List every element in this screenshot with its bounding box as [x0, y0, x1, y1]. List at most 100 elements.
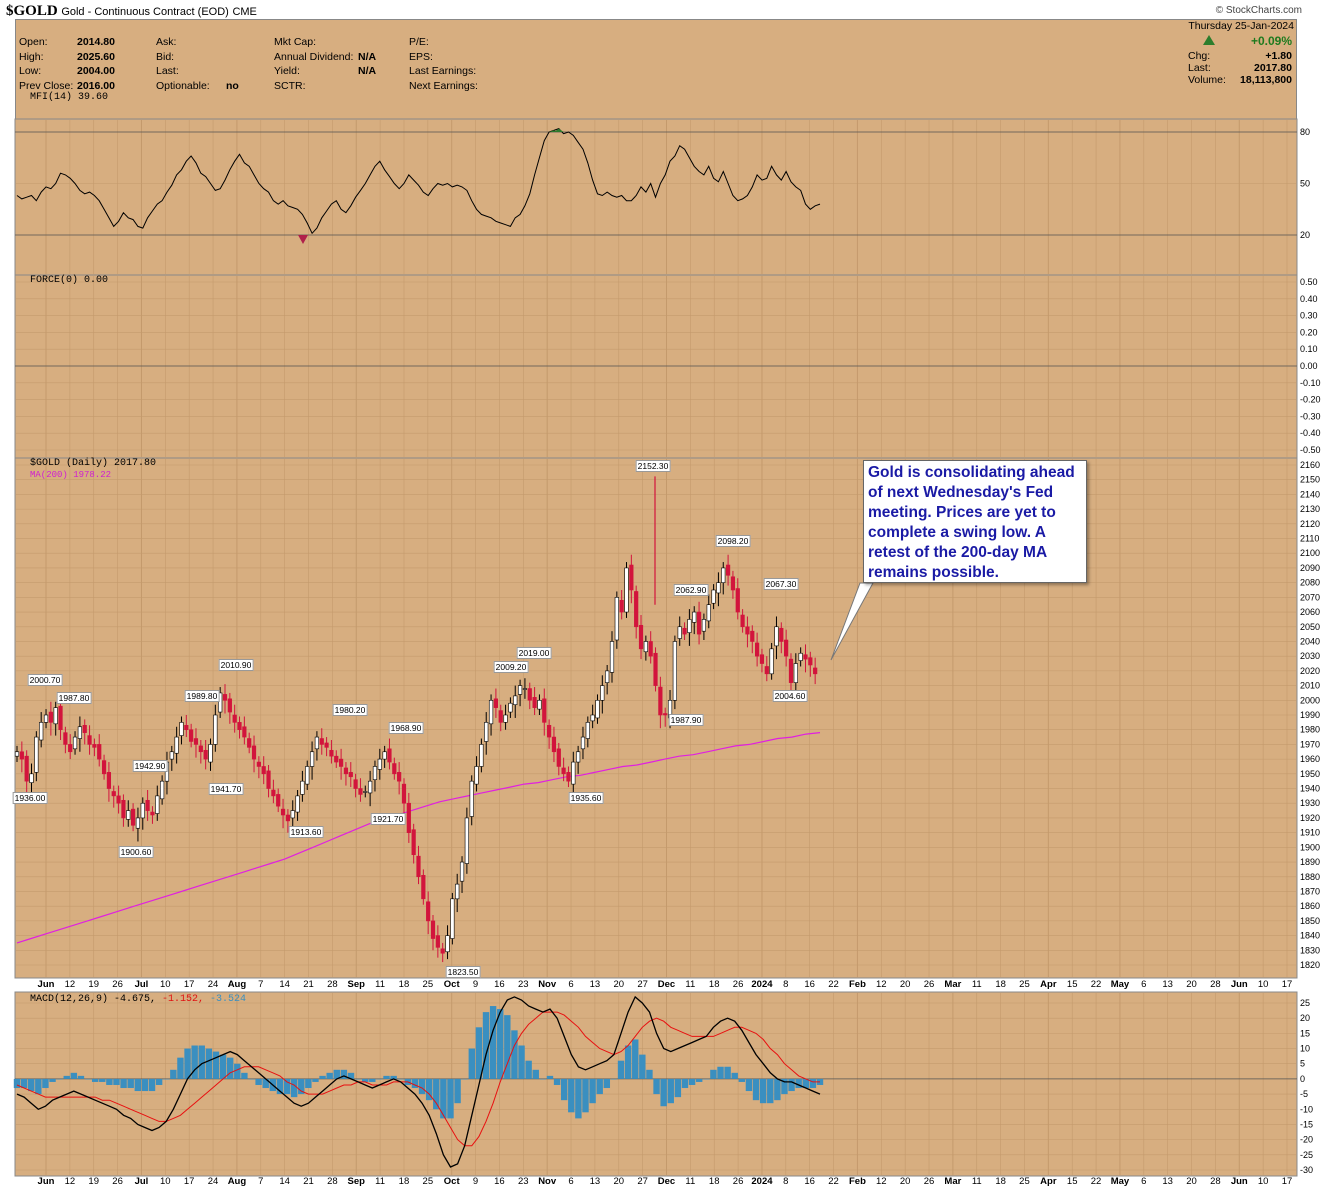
y-tick-label: 2010	[1300, 681, 1320, 691]
x-tick-label: 17	[183, 979, 195, 990]
candle-up	[793, 663, 798, 683]
x-tick-label: Apr	[1040, 1176, 1057, 1187]
macd-histogram-bar	[305, 1078, 312, 1089]
candle-up	[774, 626, 779, 647]
candle-up	[600, 685, 605, 701]
quote-label: EPS:	[409, 50, 433, 63]
macd-value-label: MACD(12,26,9) -4.675,	[30, 994, 157, 1005]
price-point-label: 2152.30	[635, 460, 671, 472]
pct-change: +0.09%	[1202, 34, 1292, 48]
macd-histogram-bar	[497, 1009, 504, 1079]
y-tick-label: 2120	[1300, 519, 1320, 529]
x-tick-label: 20	[1186, 979, 1197, 990]
macd-histogram-bar	[347, 1072, 355, 1079]
x-tick-label: 15	[1066, 1176, 1078, 1187]
x-tick-label: 18	[995, 979, 1006, 990]
candle-up	[721, 567, 726, 583]
x-tick-label: 16	[804, 979, 815, 990]
x-tick-label: 2024	[751, 1176, 773, 1187]
macd-histogram-bar	[155, 1078, 163, 1085]
y-tick-label: 2050	[1300, 622, 1320, 632]
candle-down	[82, 724, 87, 733]
y-tick-label: 1900	[1300, 842, 1320, 852]
x-tick-label: 20	[899, 979, 911, 990]
candle-down	[348, 772, 353, 778]
candle-down	[145, 799, 150, 811]
y-tick-label: -25	[1300, 1150, 1313, 1160]
candle-up	[305, 766, 310, 785]
quote-row: Annual Dividend: N/A	[274, 50, 376, 65]
candle-up	[605, 670, 610, 683]
candle-up	[218, 692, 223, 713]
macd-histogram-bar	[120, 1078, 127, 1089]
candle-up	[692, 611, 697, 623]
candle-down	[353, 779, 358, 789]
quote-mid2: Mkt Cap: Annual Dividend: N/A Yield: N/A SCTR…	[274, 35, 376, 93]
x-tick-label: 18	[708, 1176, 720, 1187]
quote-row: Last Earnings:	[409, 64, 493, 79]
annotation-pointer	[830, 582, 874, 661]
candle-down	[387, 748, 392, 763]
quote-left: Open: 2014.80 High: 2025.60 Low: 2004.00 Prev …	[19, 35, 115, 93]
macd-histogram-bar	[610, 1078, 618, 1080]
macd-histogram-bar	[688, 1078, 696, 1085]
macd-histogram-bar	[546, 1075, 554, 1079]
x-tick-label: Jun	[1230, 979, 1248, 990]
candle-up	[155, 795, 160, 814]
price-point-label: 2010.90	[218, 659, 254, 671]
x-tick-label: Sep	[347, 979, 365, 990]
y-tick-label: -15	[1300, 1119, 1313, 1129]
x-tick-label: 19	[88, 979, 100, 990]
y-tick-label: 5	[1300, 1059, 1305, 1069]
macd-histogram-bar	[710, 1069, 717, 1079]
y-tick-label: 0.30	[1300, 311, 1318, 321]
candle-down	[498, 710, 503, 723]
volume-label: Volume:	[1188, 74, 1226, 86]
x-tick-label: 22	[1090, 1176, 1102, 1187]
candle-up	[513, 695, 518, 706]
macd-histogram-bar	[276, 1078, 284, 1095]
macd-histogram-bar	[617, 1060, 625, 1079]
candle-down	[682, 627, 687, 635]
candle-up	[479, 744, 484, 767]
quote-row: Optionable: no	[156, 79, 239, 94]
candle-up	[208, 744, 213, 763]
candle-down	[184, 724, 189, 731]
x-tick-label: Jun	[37, 1176, 55, 1187]
y-tick-label: -0.50	[1300, 445, 1321, 455]
x-tick-label: 11	[375, 979, 386, 990]
macd-histogram-bar	[191, 1045, 198, 1079]
y-tick-label: 1940	[1300, 784, 1320, 794]
candle-down	[397, 772, 402, 782]
macd-histogram-bar	[703, 1078, 710, 1080]
candle-up	[484, 722, 489, 742]
candle-up	[372, 766, 378, 781]
price-point-label: 1968.90	[388, 722, 424, 734]
candle-up	[174, 736, 179, 754]
quote-label: Last Earnings:	[409, 65, 477, 77]
candle-down	[730, 576, 736, 591]
macd-histogram-bar	[219, 1054, 227, 1079]
candle-down	[116, 795, 121, 804]
quote-mid: Ask: Bid: Last: Optionable: no	[156, 35, 239, 93]
candle-up	[300, 780, 305, 795]
macd-histogram-bar	[468, 1048, 475, 1079]
macd-histogram-bar	[674, 1078, 682, 1098]
macd-histogram-bar	[447, 1078, 454, 1119]
candle-down	[101, 760, 107, 775]
x-tick-label: 20	[613, 979, 625, 990]
quote-label: High:	[19, 50, 44, 63]
x-tick-label: 2024	[751, 979, 773, 990]
candle-down	[421, 874, 426, 900]
x-tick-label: 20	[1186, 1176, 1197, 1187]
candle-down	[547, 724, 552, 738]
x-tick-label: Dec	[657, 979, 676, 990]
x-tick-label: 11	[685, 1176, 696, 1187]
macd-histogram-bar	[532, 1069, 539, 1079]
x-tick-label: 25	[422, 979, 434, 990]
macd-histogram-bar	[376, 1078, 383, 1080]
candle-down	[247, 738, 252, 748]
candle-down	[106, 772, 112, 789]
macd-histogram-bar	[553, 1078, 561, 1085]
